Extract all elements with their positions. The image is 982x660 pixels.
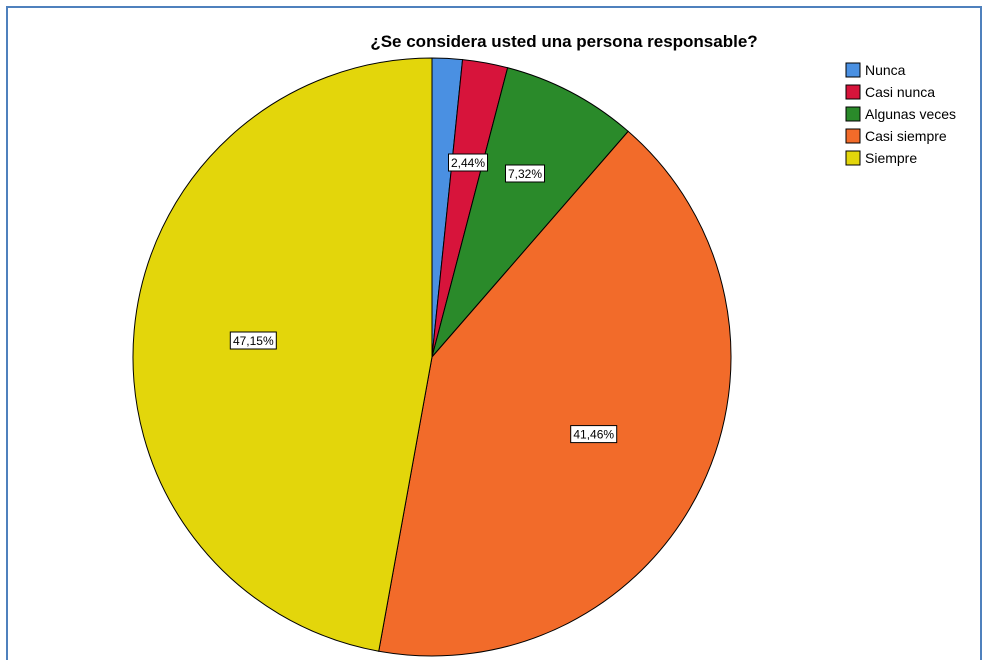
legend-label: Nunca (865, 62, 906, 78)
legend-item-algunas-veces: Algunas veces (845, 106, 956, 122)
data-label-text: 7,32% (508, 167, 542, 181)
legend-label: Algunas veces (865, 106, 956, 122)
chart-legend: Nunca Casi nunca Algunas veces Casi siempre… (845, 62, 956, 166)
pie-slice-algunas-veces (431, 67, 629, 358)
legend-swatch (845, 84, 861, 100)
data-label-box (448, 153, 488, 172)
legend-item-casi-nunca: Casi nunca (845, 84, 935, 100)
legend-label: Casi nunca (865, 84, 935, 100)
data-label-algunas-veces: 7,32% (505, 164, 545, 183)
data-label-casi-siempre: 41,46% (570, 425, 618, 444)
pie-data-labels: 2,44% 7,32% 41,46% 47,15% (229, 153, 618, 444)
pie-slices (132, 57, 732, 657)
data-label-box (505, 164, 545, 183)
legend-item-siempre: Siempre (845, 150, 917, 166)
legend-item-nunca: Nunca (845, 62, 906, 78)
chart-title: ¿Se considera usted una persona responsa… (370, 32, 757, 51)
legend-label: Siempre (865, 150, 917, 166)
legend-swatch (845, 128, 861, 144)
legend-item-casi-siempre: Casi siempre (845, 128, 947, 144)
legend-swatch (845, 150, 861, 166)
data-label-text: 2,44% (451, 156, 485, 170)
pie-slice-casi-siempre (378, 130, 732, 657)
data-label-text: 47,15% (233, 334, 274, 348)
data-label-text: 41,46% (573, 428, 614, 442)
pie-slice-siempre (132, 57, 433, 652)
legend-swatch (845, 62, 861, 78)
data-label-box (570, 425, 618, 444)
legend-label: Casi siempre (865, 128, 947, 144)
data-label-box (229, 331, 277, 350)
legend-swatch (845, 106, 861, 122)
data-label-casi-nunca: 2,44% (448, 153, 488, 172)
data-label-siempre: 47,15% (229, 331, 277, 350)
